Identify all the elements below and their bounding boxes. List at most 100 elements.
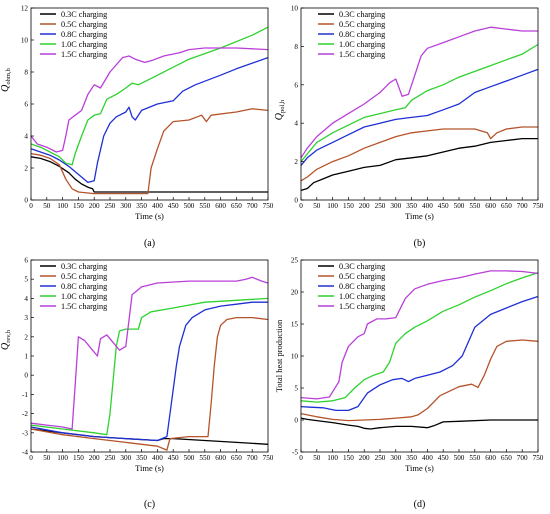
chart-panel-1: 0 50 100 150 200 250 300 350 400 450 500 550 600 650 7… [0, 5, 274, 250]
legend-label: 1.0C charging [339, 292, 385, 301]
y-tick-label: 4 [294, 120, 298, 128]
y-tick-label: -3 [22, 429, 28, 437]
x-tick-label: 350 [406, 202, 417, 210]
x-tick-label: 0 [29, 454, 33, 462]
x-tick-label: 600 [215, 454, 226, 462]
legend-label: 0.8C charging [339, 30, 385, 39]
x-tick-label: 750 [263, 202, 274, 210]
y-tick-label: 6 [24, 257, 28, 265]
x-axis-label: Time (s) [405, 211, 434, 221]
x-tick-label: 50 [313, 454, 321, 462]
legend-label: 0.5C charging [61, 20, 107, 29]
x-tick-label: 300 [120, 454, 131, 462]
series-line-0-5c-charging [30, 316, 269, 451]
y-tick-label: -5 [292, 449, 298, 457]
series-line-0-3c-charging [30, 156, 268, 193]
x-tick-label: 200 [89, 454, 100, 462]
x-tick-label: 400 [152, 202, 163, 210]
x-tick-label: 750 [533, 202, 544, 210]
plot-frame [300, 7, 539, 201]
x-tick-label: 300 [120, 202, 131, 210]
x-tick-label: 250 [375, 202, 386, 210]
x-tick-label: 150 [343, 454, 354, 462]
y-tick-label: 8 [294, 43, 298, 51]
series-line-1-0c-charging [30, 297, 269, 436]
x-tick-label: 750 [533, 454, 544, 462]
y-tick-label: 8 [24, 69, 28, 77]
y-tick-label: 25 [291, 257, 299, 265]
x-tick-label: 650 [501, 202, 512, 210]
y-axis-label: Qrev,h [0, 329, 12, 350]
x-tick-label: 500 [184, 202, 195, 210]
y-tick-label: 4 [24, 133, 28, 141]
x-tick-label: 650 [501, 454, 512, 462]
x-tick-label: 700 [517, 202, 528, 210]
x-tick-label: 500 [454, 202, 465, 210]
legend-label: 1.0C charging [61, 40, 107, 49]
x-tick-label: 150 [73, 454, 84, 462]
x-tick-label: 150 [73, 202, 84, 210]
legend-label: 1.5C charging [61, 302, 107, 311]
y-tick-label: 4 [24, 295, 28, 303]
x-tick-label: 50 [43, 454, 51, 462]
y-axis-label: Total heat production [274, 319, 284, 392]
x-axis-label: Time (s) [135, 211, 164, 221]
y-tick-label: -2 [22, 410, 28, 418]
y-tick-label: 0 [294, 417, 298, 425]
chart-panel-3: 0 50 100 150 200 250 300 350 400 450 500 550 600 650 7… [0, 257, 274, 511]
y-tick-label: 20 [291, 289, 299, 297]
panel-label: (c) [144, 499, 155, 510]
series-line-1-5c-charging [30, 47, 269, 153]
series-line-0-5c-charging [300, 339, 539, 422]
series-line-0-5c-charging [30, 108, 269, 195]
x-tick-label: 450 [438, 202, 449, 210]
chart-panel-4: 0 50 100 150 200 250 300 350 400 450 500 550 600 650 7… [274, 257, 544, 511]
y-tick-label: 12 [21, 5, 29, 13]
x-tick-label: 0 [29, 202, 33, 210]
y-tick-label: 5 [24, 276, 28, 284]
series-line-0-3c-charging [300, 137, 538, 192]
y-tick-label: 3 [24, 314, 28, 322]
y-axis-label: Qohm,h [0, 67, 12, 91]
legend-label: 0.3C charging [339, 262, 385, 271]
legend-label: 0.3C charging [61, 10, 107, 19]
x-tick-label: 450 [168, 454, 179, 462]
y-tick-label: 0 [24, 372, 28, 380]
x-tick-label: 600 [485, 454, 496, 462]
x-tick-label: 550 [469, 454, 480, 462]
y-tick-label: 10 [291, 353, 299, 361]
series-line-1-0c-charging [30, 26, 269, 166]
x-tick-label: 100 [57, 454, 68, 462]
x-tick-label: 250 [375, 454, 386, 462]
y-tick-label: -1 [22, 391, 28, 399]
series-line-0-3c-charging [30, 428, 269, 445]
x-tick-label: 50 [313, 202, 321, 210]
x-tick-label: 350 [136, 454, 147, 462]
x-tick-label: 250 [105, 454, 116, 462]
series-line-0-3c-charging [300, 417, 538, 430]
legend-label: 0.8C charging [61, 30, 107, 39]
series-line-0-8c-charging [30, 56, 269, 184]
x-tick-label: 400 [152, 454, 163, 462]
x-tick-label: 650 [231, 454, 242, 462]
series-line-1-5c-charging [30, 276, 269, 430]
x-tick-label: 200 [359, 454, 370, 462]
legend-label: 0.3C charging [339, 10, 385, 19]
x-tick-label: 700 [247, 202, 258, 210]
panel-label: (a) [144, 238, 155, 249]
x-tick-label: 650 [231, 202, 242, 210]
y-tick-label: 0 [24, 197, 28, 205]
x-tick-label: 400 [422, 454, 433, 462]
panel-label: (d) [414, 499, 426, 510]
y-tick-label: 6 [294, 81, 298, 89]
y-axis-label: Qpol,h [274, 99, 286, 120]
series-line-1-0c-charging [300, 272, 539, 403]
legend-label: 0.5C charging [61, 272, 107, 281]
y-tick-label: 10 [21, 37, 29, 45]
x-tick-label: 500 [454, 454, 465, 462]
x-tick-label: 300 [390, 202, 401, 210]
